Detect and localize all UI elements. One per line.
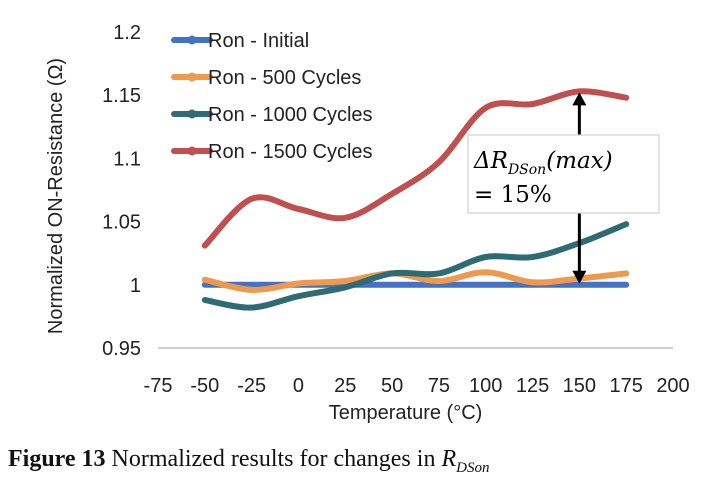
- caption-symbol: R: [441, 446, 457, 472]
- x-tick-label: 75: [428, 375, 450, 397]
- x-tick-label: -50: [190, 375, 219, 397]
- legend-label: Ron - Initial: [208, 30, 309, 52]
- y-tick-label: 1.15: [102, 85, 141, 107]
- y-tick-label: 0.95: [102, 338, 141, 360]
- legend-background: [164, 20, 408, 172]
- series-line: [201, 221, 630, 311]
- legend-marker: [187, 72, 197, 82]
- figure-caption: Figure 13 Normalized results for changes…: [8, 446, 489, 477]
- legend: Ron - Initial Ron - 500 Cycles Ron - 1000 …: [164, 20, 408, 172]
- caption-text: Normalized results for changes in: [105, 446, 442, 472]
- y-tick-label: 1.05: [102, 212, 141, 234]
- series-line: [201, 88, 630, 249]
- x-tick-label: -75: [144, 375, 173, 397]
- x-tick-label: -25: [237, 375, 266, 397]
- figure-label: Figure 13: [8, 446, 106, 472]
- x-tick-label: 50: [381, 375, 403, 397]
- legend-label: Ron - 500 Cycles: [208, 67, 361, 89]
- annotation-line1: ΔRDSon(max): [473, 148, 613, 178]
- legend-label: Ron - 1000 Cycles: [208, 104, 373, 126]
- y-tick-label: 1.2: [113, 22, 141, 44]
- annotation-line2: = 15%: [474, 182, 552, 208]
- legend-label: Ron - 1500 Cycles: [208, 141, 373, 163]
- y-tick-label: 1: [130, 275, 141, 297]
- series-layer: [201, 88, 630, 311]
- y-axis-title: Normalized ON-Resistance (Ω): [45, 58, 67, 334]
- x-tick-label: 0: [293, 375, 304, 397]
- legend-marker: [187, 146, 197, 156]
- chart: -75 -50 -25 0 25 50 75 100 125 150 175 200 0.95 1 1.05…: [45, 20, 690, 424]
- x-tick-label: 175: [609, 375, 642, 397]
- annotation-arrow-head-up: [572, 92, 587, 106]
- x-tick-label: 100: [469, 375, 502, 397]
- x-tick-label: 125: [516, 375, 549, 397]
- y-tick-label: 1.1: [113, 148, 141, 170]
- legend-marker: [187, 109, 197, 119]
- x-tick-label: 200: [656, 375, 689, 397]
- annotation-arrow-head-down: [572, 270, 587, 284]
- x-axis-title: Temperature (°C): [329, 402, 483, 424]
- axis-layer: -75 -50 -25 0 25 50 75 100 125 150 175 200 0.95 1 1.05…: [45, 22, 690, 424]
- x-tick-label: 150: [563, 375, 596, 397]
- x-tick-label: 25: [334, 375, 356, 397]
- annotation-box: [467, 134, 660, 214]
- annotation-layer: ΔRDSon(max) = 15%: [467, 92, 660, 284]
- series-line: [201, 269, 630, 293]
- caption-symbol-subscript: DSon: [456, 459, 490, 476]
- legend-marker: [187, 35, 197, 45]
